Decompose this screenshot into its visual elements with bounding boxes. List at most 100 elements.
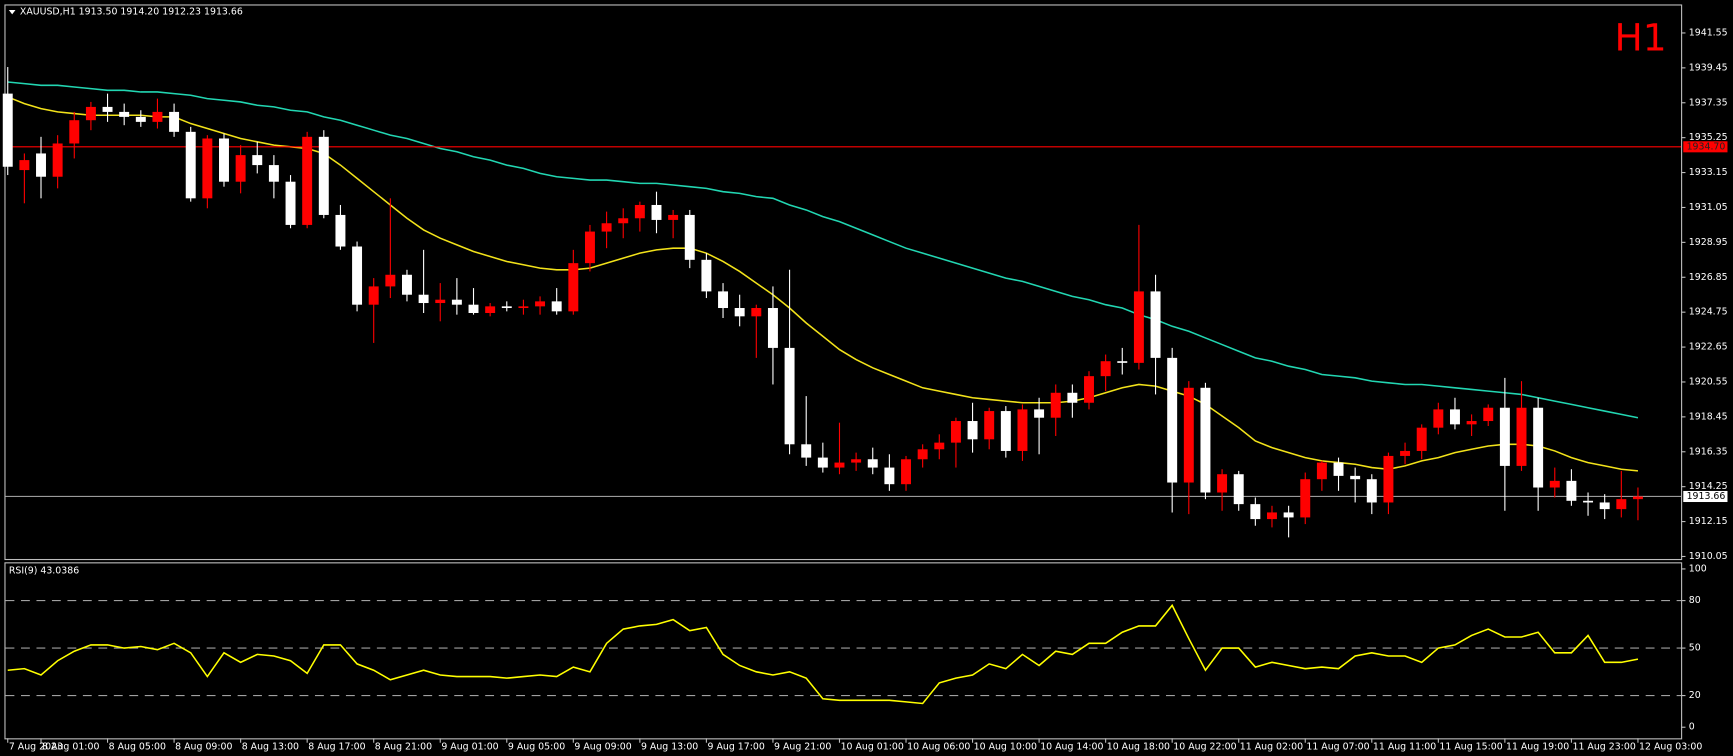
candle-body <box>1433 409 1444 428</box>
candle-body <box>119 111 130 117</box>
candle-body <box>1333 462 1344 476</box>
candle-body <box>202 138 213 199</box>
candle-body <box>967 421 978 440</box>
candle-body <box>934 442 945 450</box>
x-tick-label: 8 Aug 09:00 <box>175 742 232 753</box>
candle-body <box>784 347 795 445</box>
x-tick-label: 11 Aug 02:00 <box>1240 742 1303 753</box>
candle-body <box>867 459 878 468</box>
x-tick-label: 9 Aug 13:00 <box>641 742 698 753</box>
candle-body <box>1050 392 1061 418</box>
x-tick-label: 11 Aug 19:00 <box>1506 742 1569 753</box>
y-tick-label: 100 <box>1689 563 1707 574</box>
y-tick-label: 1918.45 <box>1689 411 1728 422</box>
timeframe-label: H1 <box>1615 15 1667 59</box>
candle-body <box>1416 427 1427 451</box>
x-tick-label: 8 Aug 13:00 <box>242 742 299 753</box>
x-tick-label: 8 Aug 05:00 <box>109 742 166 753</box>
candle-body <box>1383 455 1394 503</box>
candle-body <box>1583 500 1594 503</box>
candle-body <box>52 143 63 177</box>
candle-body <box>285 181 296 225</box>
x-tick-label: 10 Aug 14:00 <box>1040 742 1103 753</box>
y-tick-label: 50 <box>1689 643 1701 654</box>
candle-body <box>352 246 363 305</box>
candle-body <box>1034 409 1045 418</box>
y-tick-label: 1933.15 <box>1689 167 1728 178</box>
candle-body <box>518 306 529 309</box>
candle-body <box>801 444 812 458</box>
moving-average <box>7 81 1639 419</box>
x-tick-label: 11 Aug 07:00 <box>1306 742 1369 753</box>
candle-body <box>1217 474 1228 493</box>
candle-body <box>501 306 512 309</box>
candle-body <box>551 301 562 312</box>
candle-body <box>252 155 263 166</box>
price-label: 1913.66 <box>1687 491 1726 502</box>
candle-body <box>1100 361 1111 377</box>
candle-body <box>1350 475 1361 480</box>
x-tick-label: 11 Aug 11:00 <box>1373 742 1436 753</box>
candle-body <box>1183 387 1194 483</box>
price-label-box <box>1683 141 1728 153</box>
candle-body <box>901 459 911 485</box>
candle-body <box>718 291 729 309</box>
candle-body <box>19 160 30 171</box>
candle-body <box>851 459 862 463</box>
y-tick-label: 1912.15 <box>1689 516 1728 527</box>
candle-body <box>418 294 429 304</box>
candle-body <box>102 106 113 112</box>
y-tick-label: 1924.75 <box>1689 307 1728 318</box>
y-tick-label: 1922.65 <box>1689 342 1728 353</box>
candle-body <box>1549 480 1560 488</box>
candle-body <box>1566 480 1577 501</box>
candle-body <box>651 204 662 220</box>
candle-body <box>1499 407 1510 466</box>
price-panel-frame <box>4 4 1683 561</box>
candle-body <box>135 116 146 122</box>
x-tick-label: 10 Aug 10:00 <box>974 742 1037 753</box>
candle-body <box>1616 499 1627 510</box>
y-tick-label: 1941.55 <box>1689 27 1728 38</box>
candle-body <box>734 308 745 317</box>
x-tick-label: 11 Aug 23:00 <box>1573 742 1636 753</box>
y-tick-label: 1914.25 <box>1689 481 1728 492</box>
candle-body <box>1167 357 1178 483</box>
candle-body <box>302 136 313 225</box>
candle-body <box>668 214 679 220</box>
rsi-line <box>7 603 1639 705</box>
candle-body <box>435 299 446 304</box>
x-tick-label: 8 Aug 01:00 <box>42 742 99 753</box>
candle-body <box>235 155 246 182</box>
candle-body <box>368 286 379 305</box>
candle-body <box>834 462 845 468</box>
x-tick-label: 8 Aug 21:00 <box>375 742 432 753</box>
x-tick-label: 11 Aug 15:00 <box>1439 742 1502 753</box>
candle-body <box>69 120 80 144</box>
x-tick-label: 10 Aug 18:00 <box>1107 742 1170 753</box>
candle-body <box>1233 474 1244 505</box>
candle-body <box>1133 291 1144 363</box>
candle-body <box>1632 496 1643 500</box>
candle-body <box>1067 392 1078 403</box>
candle-body <box>817 457 828 468</box>
candle-body <box>1300 479 1311 518</box>
y-tick-label: 0 <box>1689 722 1695 733</box>
candle-body <box>1400 450 1411 456</box>
x-tick-label: 10 Aug 06:00 <box>907 742 970 753</box>
y-tick-label: 1916.35 <box>1689 446 1728 457</box>
y-tick-label: 20 <box>1689 690 1701 701</box>
y-tick-label: 1910.05 <box>1689 551 1728 562</box>
candle-body <box>535 301 546 307</box>
y-tick-label: 1935.25 <box>1689 132 1728 143</box>
y-tick-label: 1939.45 <box>1689 62 1728 73</box>
x-tick-label: 9 Aug 01:00 <box>441 742 498 753</box>
candle-body <box>1316 462 1327 480</box>
candle-body <box>1017 409 1028 451</box>
candle-body <box>169 111 180 132</box>
x-tick-label: 9 Aug 05:00 <box>508 742 565 753</box>
candle-body <box>684 214 695 260</box>
x-tick-label: 10 Aug 01:00 <box>841 742 904 753</box>
candle-body <box>401 274 412 295</box>
